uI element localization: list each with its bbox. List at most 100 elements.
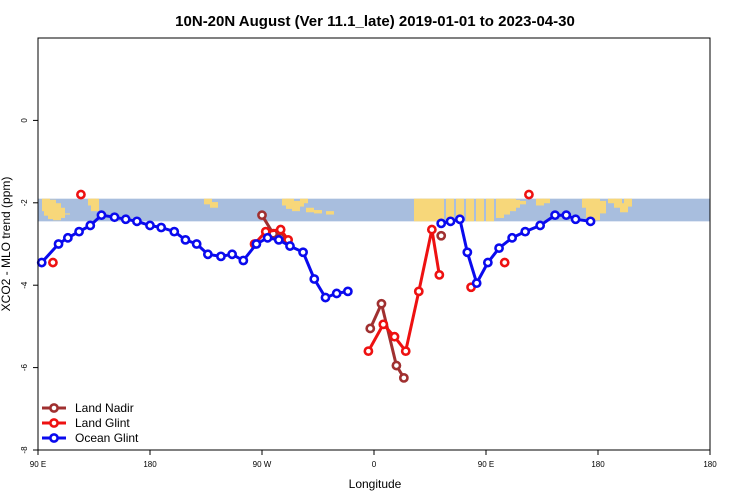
x-tick-label: 180 <box>143 460 157 469</box>
legend-marker <box>49 418 59 428</box>
legend-label: Land Glint <box>75 416 130 430</box>
x-tick-label: 0 <box>372 460 377 469</box>
map-land <box>614 198 622 208</box>
data-point <box>376 298 387 309</box>
data-point <box>74 226 84 237</box>
data-point <box>191 239 202 249</box>
series-line <box>368 302 406 379</box>
map-land <box>620 203 628 213</box>
data-point <box>227 249 238 260</box>
map-land <box>91 198 99 212</box>
x-axis: 90 E 180 90 W 0 90 E 180 180 <box>30 450 717 469</box>
legend-item: Land Nadir <box>42 401 134 415</box>
y-tick-label: -8 <box>20 446 29 454</box>
map-land <box>326 211 334 215</box>
data-point <box>48 257 58 268</box>
map-land <box>542 198 550 204</box>
map-land <box>496 198 504 218</box>
map-land <box>592 198 600 221</box>
map-land <box>428 198 436 222</box>
data-point <box>251 239 262 249</box>
data-point <box>53 239 64 249</box>
map-band <box>38 198 710 222</box>
data-point <box>426 224 437 235</box>
data-point <box>378 319 389 330</box>
map-land <box>624 198 632 207</box>
series-line <box>253 228 290 246</box>
data-point <box>273 234 284 245</box>
data-point <box>471 278 482 289</box>
map-land <box>608 198 616 204</box>
data-point <box>561 210 572 221</box>
x-tick-label: 90 E <box>30 460 46 469</box>
map-land <box>57 207 65 218</box>
data-point <box>434 269 445 280</box>
data-point <box>365 323 376 334</box>
data-point <box>436 218 447 229</box>
map-land <box>456 198 464 222</box>
data-point <box>462 247 473 258</box>
plot-frame <box>37 37 711 451</box>
data-point <box>85 220 96 231</box>
data-point <box>257 210 267 221</box>
map-land <box>502 198 510 215</box>
data-point <box>275 224 286 235</box>
map-land <box>512 199 520 208</box>
data-point <box>36 257 47 268</box>
series-line <box>367 228 441 353</box>
data-point <box>96 210 107 221</box>
x-tick-label: 180 <box>591 460 605 469</box>
y-axis-label: XCO2 - MLO trend (ppm) <box>0 177 13 312</box>
data-point <box>120 214 131 225</box>
data-point <box>413 286 424 297</box>
map-land <box>414 198 422 222</box>
y-tick-label: -6 <box>20 363 29 371</box>
map-land <box>518 200 526 205</box>
legend-label: Land Nadir <box>75 401 134 415</box>
data-point <box>494 243 504 254</box>
map-land <box>204 198 212 205</box>
data-point <box>499 257 510 268</box>
map-land <box>466 198 474 222</box>
legend-marker <box>49 403 59 413</box>
data-point <box>454 214 465 225</box>
series-layer <box>36 189 596 383</box>
x-tick-label: 180 <box>703 460 717 469</box>
map-land <box>586 198 594 218</box>
series-ocean-glint <box>36 210 596 303</box>
map-land <box>48 199 56 220</box>
map-land <box>536 198 544 206</box>
legend-item: Ocean Glint <box>42 431 139 445</box>
data-point <box>145 220 155 231</box>
data-point <box>331 288 342 299</box>
data-point <box>285 241 295 251</box>
map-land <box>446 198 454 222</box>
legend-marker <box>49 433 59 443</box>
data-point <box>109 212 120 223</box>
y-tick-label: -4 <box>20 281 29 289</box>
y-tick-label: 0 <box>20 118 29 123</box>
data-point <box>309 274 320 284</box>
data-point <box>169 226 180 237</box>
data-point <box>482 257 493 268</box>
data-point <box>62 232 73 243</box>
map-land <box>420 198 428 222</box>
map-land <box>210 202 218 208</box>
data-point <box>550 210 560 221</box>
map-land <box>486 198 494 222</box>
data-point <box>400 346 411 357</box>
data-point <box>363 346 374 357</box>
y-axis: 0 -2 -4 -6 -8 <box>20 118 38 454</box>
chart-title: 10N-20N August (Ver 11.1_late) 2019-01-0… <box>175 13 575 30</box>
data-point <box>535 220 546 231</box>
data-point <box>520 226 531 237</box>
x-axis-label: Longitude <box>349 477 402 491</box>
data-point <box>436 230 447 241</box>
data-point <box>524 189 534 200</box>
data-point <box>570 214 581 225</box>
x-tick-label: 90 E <box>478 460 494 469</box>
data-point <box>132 216 142 227</box>
data-point <box>262 232 273 243</box>
data-point <box>342 286 353 297</box>
